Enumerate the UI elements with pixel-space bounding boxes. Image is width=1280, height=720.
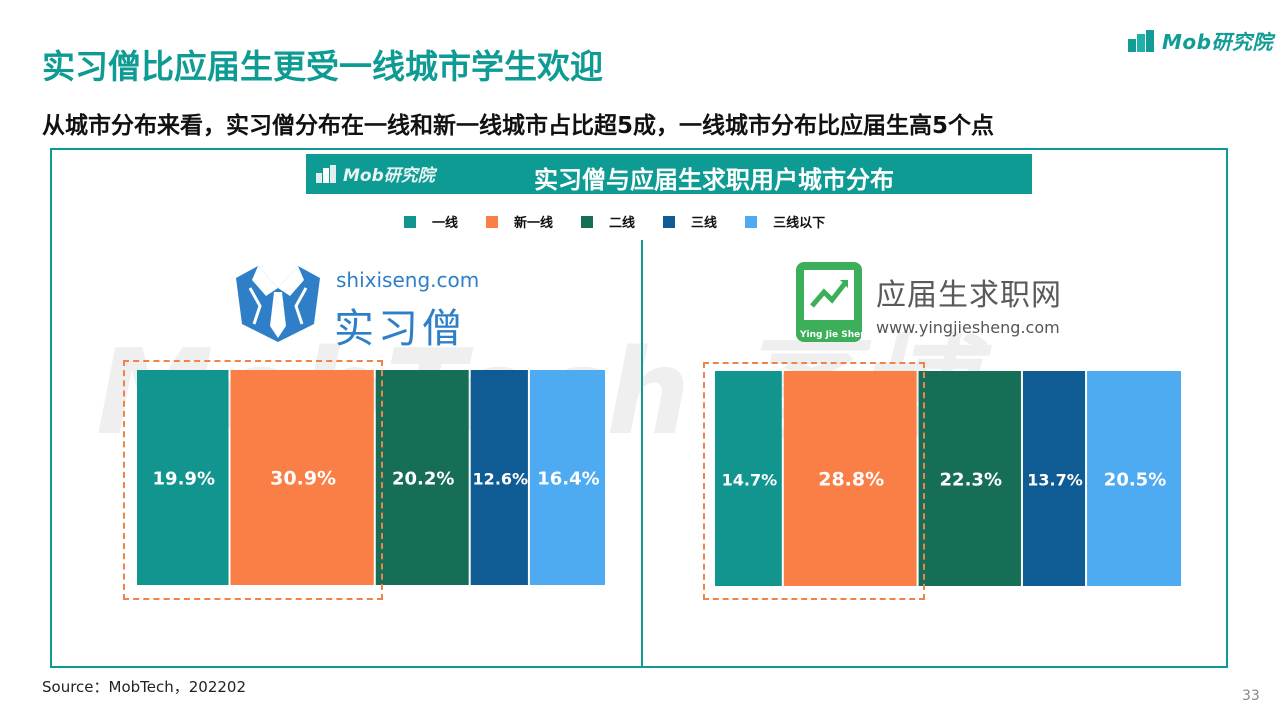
legend-item: 三线 xyxy=(663,212,717,231)
legend-swatch xyxy=(404,215,416,228)
bar-data-label: 14.7% xyxy=(722,471,778,490)
chart-header-logo: Mob研究院 xyxy=(316,161,435,186)
chart-title: 实习僧与应届生求职用户城市分布 xyxy=(534,166,894,194)
bar-segment-shixiseng-0 xyxy=(137,370,229,585)
panel-divider xyxy=(641,240,643,668)
page-title: 实习僧比应届生更受一线城市学生欢迎 xyxy=(42,47,603,86)
bar-segment-yingjiesheng-2 xyxy=(918,371,1021,586)
shixiseng-logo: shixiseng.com 实习僧 xyxy=(230,262,490,352)
yingjiesheng-badge: Ying Jie Sheng xyxy=(800,330,874,340)
bar-data-label: 20.5% xyxy=(1104,470,1166,491)
legend-label: 三线 xyxy=(691,216,718,231)
bar-data-label: 19.9% xyxy=(153,469,215,490)
legend-swatch xyxy=(486,215,499,228)
brand-logo: Mob研究院 xyxy=(1128,26,1273,55)
bar-data-label: 20.2% xyxy=(392,469,454,490)
building-icon xyxy=(1128,29,1154,52)
bar-segment-yingjiesheng-3 xyxy=(1022,371,1086,586)
page-number: 33 xyxy=(1242,688,1260,704)
yingjiesheng-name: 应届生求职网 xyxy=(876,278,1062,313)
bar-data-label: 16.4% xyxy=(537,469,599,490)
legend-swatch xyxy=(745,215,758,228)
legend-swatch xyxy=(581,215,594,228)
bar-data-label: 22.3% xyxy=(940,470,1002,491)
legend-label: 三线以下 xyxy=(773,216,826,231)
highlight-box-left xyxy=(123,360,383,600)
bar-segment-yingjiesheng-4 xyxy=(1087,371,1181,586)
bar-data-label: 13.7% xyxy=(1027,471,1083,490)
shixiseng-name: 实习僧 xyxy=(334,306,466,352)
bar-data-label: 28.8% xyxy=(818,469,884,491)
page-subtitle: 从城市分布来看，实习僧分布在一线和新一线城市占比超5成，一线城市分布比应届生高5… xyxy=(42,113,995,139)
bar-segment-shixiseng-1 xyxy=(230,370,374,585)
legend-label: 一线 xyxy=(432,216,459,231)
chart-header-logo-text: Mob研究院 xyxy=(343,166,435,186)
yingjiesheng-url: www.yingjiesheng.com xyxy=(876,318,1060,337)
legend-item: 新一线 xyxy=(486,212,553,231)
bar-data-label: 12.6% xyxy=(473,470,529,489)
brand-name: Mob研究院 xyxy=(1162,30,1273,54)
legend-label: 二线 xyxy=(609,216,636,231)
legend-item: 二线 xyxy=(581,212,635,231)
bar-data-label: 30.9% xyxy=(270,468,336,490)
legend-label: 新一线 xyxy=(514,216,554,231)
suit-icon xyxy=(236,266,320,342)
bar-segment-yingjiesheng-0 xyxy=(715,371,782,586)
bar-segment-shixiseng-3 xyxy=(470,370,528,585)
bar-segment-yingjiesheng-1 xyxy=(783,371,917,586)
highlight-box-right xyxy=(703,362,925,600)
legend-item: 一线 xyxy=(404,212,458,231)
bar-segment-shixiseng-4 xyxy=(529,370,605,585)
growth-chart-icon xyxy=(796,262,862,342)
shixiseng-url: shixiseng.com xyxy=(336,268,480,292)
chart-legend: 一线 新一线 二线 三线 三线以下 xyxy=(404,212,825,231)
chart-header: Mob研究院 实习僧与应届生求职用户城市分布 xyxy=(306,154,1032,194)
legend-item: 三线以下 xyxy=(745,212,825,231)
building-icon xyxy=(316,164,336,183)
legend-swatch xyxy=(663,215,676,228)
bar-segment-shixiseng-2 xyxy=(375,370,469,585)
source-note: Source：MobTech，202202 xyxy=(42,678,247,696)
chart-panel xyxy=(50,148,1228,668)
yingjiesheng-logo: Ying Jie Sheng 应届生求职网 www.yingjiesheng.c… xyxy=(796,262,1066,344)
